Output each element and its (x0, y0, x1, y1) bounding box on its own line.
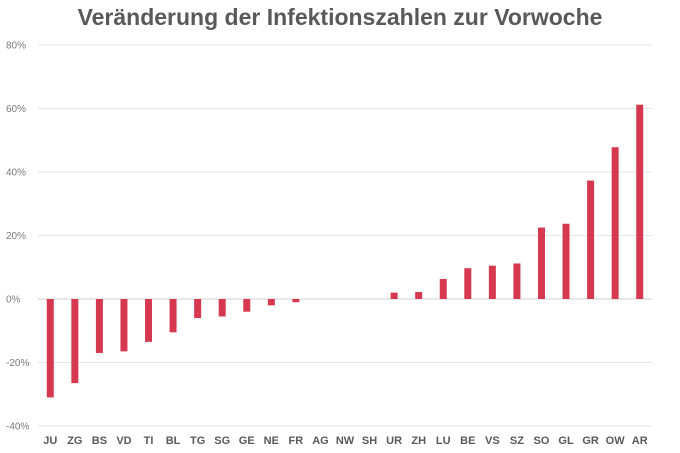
bar-ur (390, 292, 398, 299)
x-tick-label-ar: AR (632, 435, 648, 447)
y-tick-label: 20% (6, 231, 26, 242)
bar-gl (562, 223, 570, 299)
x-tick-label-bl: BL (166, 435, 181, 447)
bar-so (537, 227, 545, 299)
bar-ne (267, 299, 275, 306)
x-tick-label-zh: ZH (411, 435, 426, 447)
x-tick-label-lu: LU (436, 435, 451, 447)
bar-be (464, 268, 472, 299)
y-tick-label: 60% (6, 104, 26, 115)
bar-vs (488, 265, 496, 299)
x-tick-label-gr: GR (582, 435, 599, 447)
x-tick-label-ju: JU (43, 435, 57, 447)
bar-lu (439, 278, 447, 299)
bar-ar (636, 104, 644, 299)
bar-ow (611, 147, 619, 299)
bar-zg (71, 299, 79, 384)
bar-bs (95, 299, 103, 353)
x-tick-label-ti: TI (144, 435, 154, 447)
x-tick-label-vs: VS (485, 435, 500, 447)
y-tick-label: 80% (6, 41, 26, 52)
x-tick-label-ge: GE (239, 435, 255, 447)
y-tick-label: 40% (6, 168, 26, 179)
chart-title: Veränderung der Infektionszahlen zur Vor… (77, 4, 603, 30)
bar-gr (587, 180, 595, 299)
bar-ge (243, 299, 251, 312)
x-tick-label-ne: NE (264, 435, 279, 447)
x-tick-label-tg: TG (190, 435, 205, 447)
x-tick-label-sg: SG (214, 435, 230, 447)
bar-zh (415, 292, 423, 299)
x-tick-label-ag: AG (312, 435, 329, 447)
x-tick-label-nw: NW (336, 435, 355, 447)
x-tick-label-fr: FR (289, 435, 304, 447)
x-tick-label-so: SO (534, 435, 550, 447)
bar-ju (46, 299, 54, 398)
x-tick-label-ow: OW (606, 435, 626, 447)
bar-fr (292, 299, 300, 303)
y-tick-label: -20% (6, 358, 29, 369)
bar-ti (145, 299, 153, 342)
x-tick-label-sh: SH (362, 435, 377, 447)
x-tick-label-gl: GL (558, 435, 574, 447)
bar-bl (169, 299, 177, 333)
bar-vd (120, 299, 128, 352)
bar-sz (513, 263, 521, 299)
x-tick-label-ur: UR (386, 435, 402, 447)
y-tick-label: -40% (6, 422, 29, 433)
x-tick-label-bs: BS (92, 435, 107, 447)
x-tick-label-vd: VD (116, 435, 131, 447)
x-tick-label-be: BE (460, 435, 475, 447)
bar-sg (218, 299, 226, 317)
x-tick-label-zg: ZG (67, 435, 82, 447)
bar-tg (194, 299, 202, 319)
y-tick-label: 0% (6, 295, 21, 306)
x-tick-label-sz: SZ (510, 435, 524, 447)
